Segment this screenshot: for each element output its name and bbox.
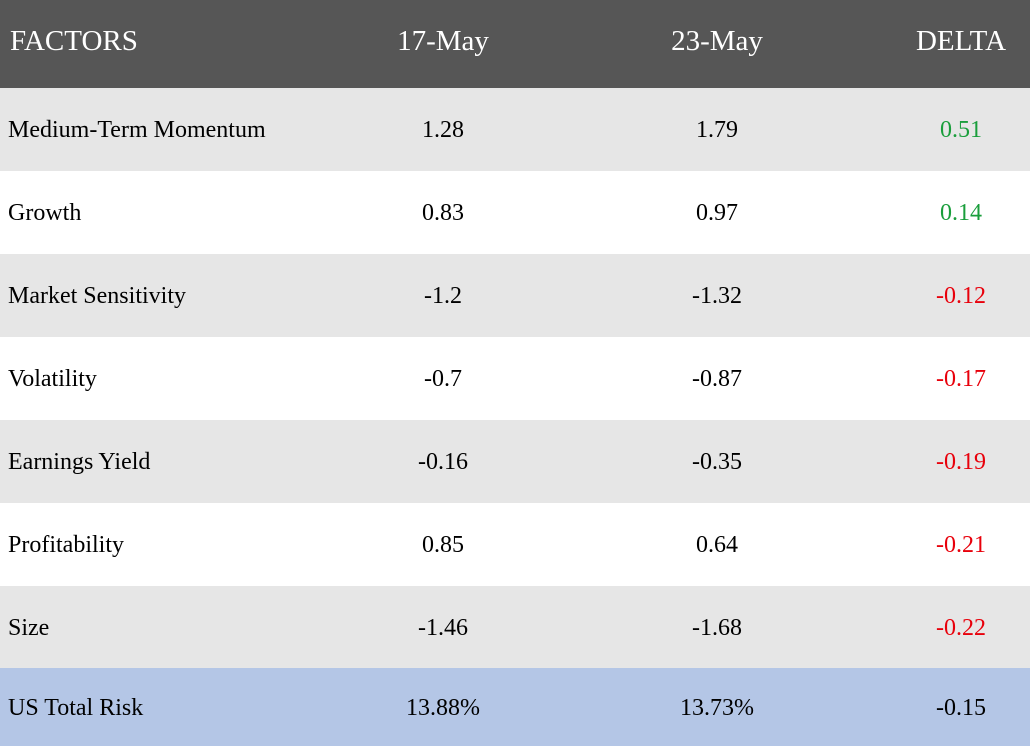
delta-cell: 0.14 (940, 200, 982, 226)
header-23-may: 23-May (671, 24, 763, 57)
may17-cell: -0.16 (418, 449, 468, 475)
delta-cell: -0.12 (936, 283, 986, 309)
table-row: Medium-Term Momentum 1.28 1.79 0.51 (0, 88, 1030, 171)
total-23-may: 13.73% (680, 694, 754, 721)
factor-cell: Medium-Term Momentum (8, 117, 266, 143)
may17-cell: 0.85 (422, 532, 464, 558)
table-header: FACTORS 17-May 23-May DELTA (0, 0, 1030, 88)
delta-cell: -0.22 (936, 615, 986, 641)
may17-cell: -0.7 (424, 366, 462, 392)
total-label: US Total Risk (8, 694, 144, 721)
delta-cell: -0.21 (936, 532, 986, 558)
delta-cell: -0.17 (936, 366, 986, 392)
may17-cell: 0.83 (422, 200, 464, 226)
header-17-may: 17-May (397, 24, 489, 57)
factor-cell: Size (8, 615, 50, 641)
may23-cell: 1.79 (696, 117, 738, 143)
may17-cell: -1.46 (418, 615, 468, 641)
total-row: US Total Risk 13.88% 13.73% -0.15 (0, 668, 1030, 746)
table-row: Earnings Yield -0.16 -0.35 -0.19 (0, 420, 1030, 503)
may23-cell: -0.87 (692, 366, 742, 392)
may17-cell: 1.28 (422, 117, 464, 143)
table-row: Profitability 0.85 0.64 -0.21 (0, 503, 1030, 586)
table-row: Volatility -0.7 -0.87 -0.17 (0, 337, 1030, 420)
may23-cell: 0.64 (696, 532, 738, 558)
may23-cell: -1.32 (692, 283, 742, 309)
may23-cell: -0.35 (692, 449, 742, 475)
may23-cell: -1.68 (692, 615, 742, 641)
factor-cell: Volatility (8, 366, 97, 392)
total-17-may: 13.88% (406, 694, 480, 721)
table-row: Size -1.46 -1.68 -0.22 (0, 586, 1030, 669)
table-row: Market Sensitivity -1.2 -1.32 -0.12 (0, 254, 1030, 337)
header-delta: DELTA (915, 24, 1007, 57)
header-factors: FACTORS (10, 24, 138, 57)
delta-cell: 0.51 (940, 117, 982, 143)
delta-cell: -0.19 (936, 449, 986, 475)
factor-cell: Growth (8, 200, 82, 226)
may17-cell: -1.2 (424, 283, 462, 309)
total-delta: -0.15 (936, 694, 986, 721)
factor-cell: Market Sensitivity (8, 283, 186, 309)
factor-cell: Earnings Yield (8, 449, 151, 475)
table-row: Growth 0.83 0.97 0.14 (0, 171, 1030, 254)
may23-cell: 0.97 (696, 200, 738, 226)
factor-cell: Profitability (8, 532, 124, 558)
